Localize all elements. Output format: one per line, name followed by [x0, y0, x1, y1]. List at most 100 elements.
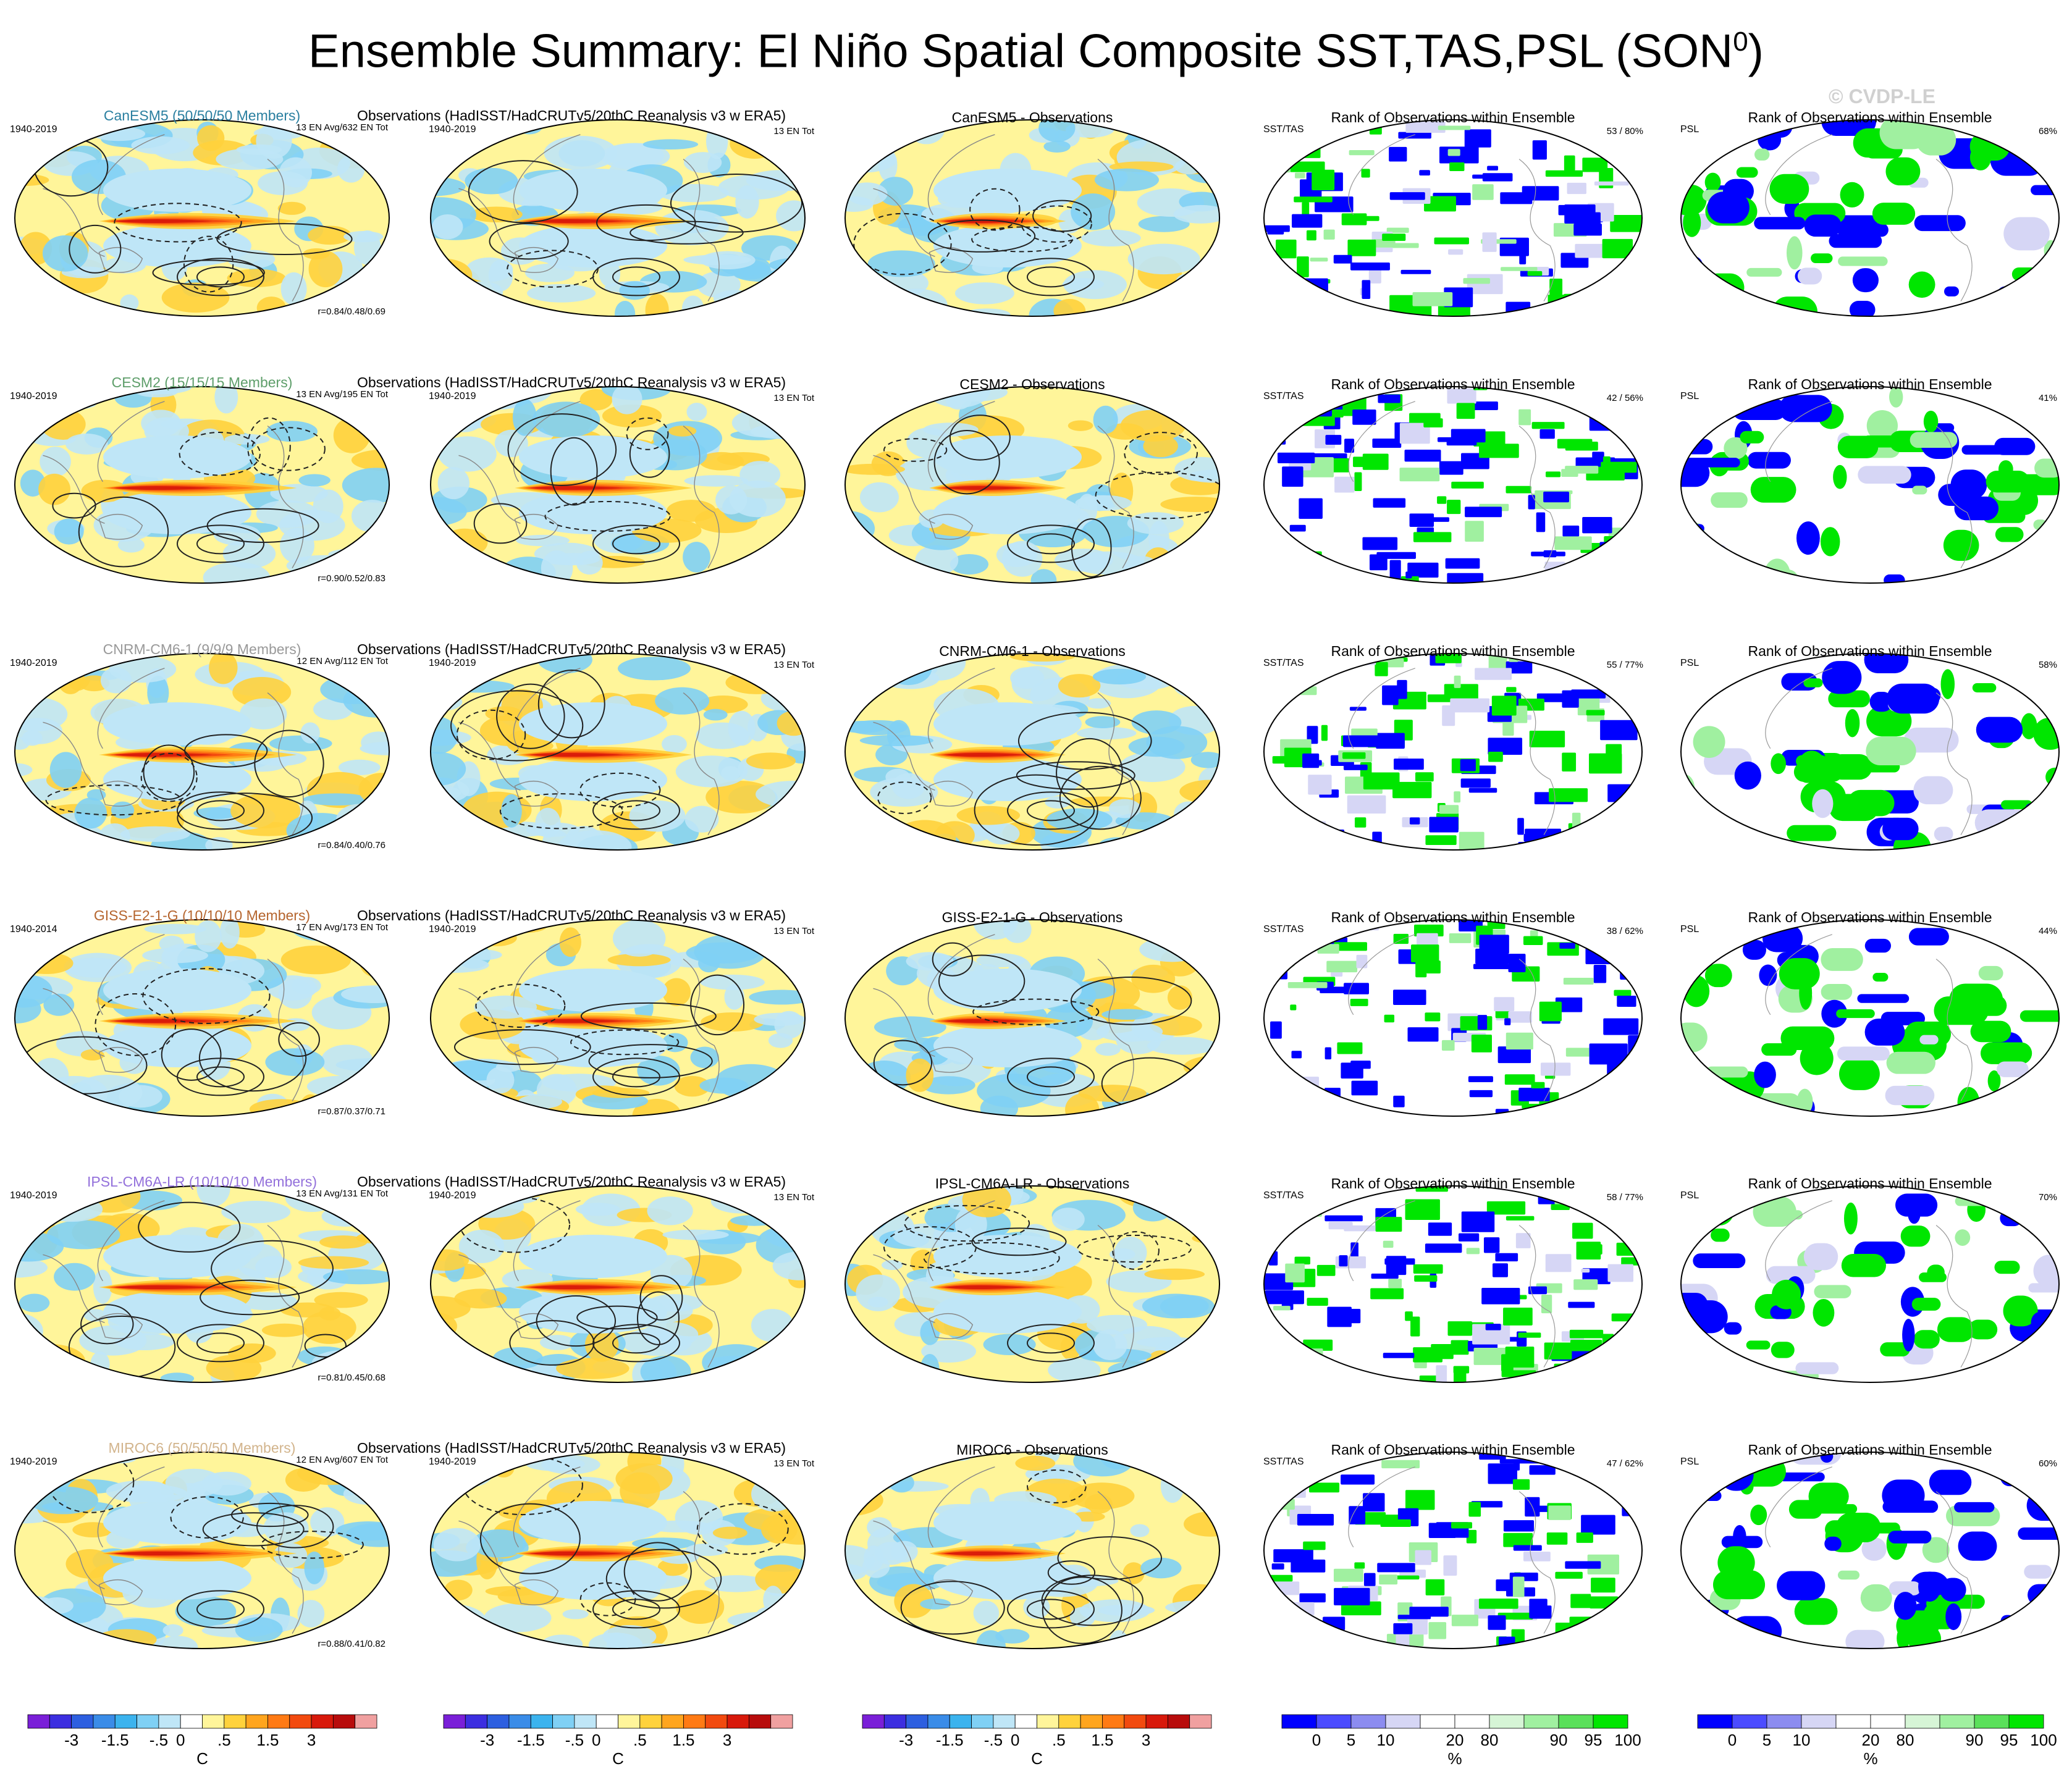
colorbar-swatch: [1766, 1714, 1802, 1729]
rank-psl-label: PSL: [1680, 1190, 1699, 1201]
colorbar-tick-label: 100: [2030, 1731, 2057, 1749]
figure-title: Ensemble Summary: El Niño Spatial Compos…: [308, 25, 1764, 78]
colorbar-swatch: [552, 1714, 575, 1729]
colorbar-unit: C: [612, 1749, 624, 1768]
obs-years: 1940-2019: [429, 1456, 476, 1467]
colorbar-swatch: [596, 1714, 618, 1729]
colorbar-swatch: [1058, 1714, 1081, 1729]
colorbar-swatch: [245, 1714, 268, 1729]
diff-map: [844, 1452, 1220, 1649]
model-label: GISS-E2-1-G (10/10/10 Members): [93, 907, 311, 923]
diff-title: GISS-E2-1-G - Observations: [941, 909, 1123, 925]
map-row-miroc6: [14, 1452, 2060, 1649]
colorbar-swatch: [465, 1714, 488, 1729]
colorbar-tick-label: 90: [1966, 1731, 1984, 1749]
colorbar-swatch: [1014, 1714, 1037, 1729]
model-label: CESM2 (15/15/15 Members): [111, 374, 293, 390]
colorbar-swatch: [224, 1714, 246, 1729]
colorbar-swatch: [1801, 1714, 1837, 1729]
rank-psl-label: PSL: [1680, 124, 1699, 135]
obs-title: Observations (HadISST/HadCRUTv5/20thC Re…: [356, 1440, 786, 1456]
rank-sst-value: 53 / 80%: [1606, 126, 1643, 137]
model-years: 1940-2019: [10, 1456, 57, 1467]
rank-psl-value: 68%: [2038, 126, 2057, 137]
rank-title: Rank of Observations within Ensemble: [1748, 1175, 1992, 1192]
colorbar-swatch: [1835, 1714, 1871, 1729]
colorbar-swatch: [202, 1714, 225, 1729]
colorbar-unit: %: [1863, 1749, 1877, 1768]
colorbar-swatch: [49, 1714, 72, 1729]
colorbar-swatch: [949, 1714, 972, 1729]
colorbar-swatch: [311, 1714, 334, 1729]
pattern-correlation: r=0.88/0.41/0.82: [318, 1639, 385, 1649]
rank-title: Rank of Observations within Ensemble: [1748, 376, 1992, 392]
colorbar-tick-label: 0: [1312, 1731, 1321, 1749]
colorbar-tick-label: -3: [480, 1731, 494, 1749]
colorbar-tick-label: 0: [592, 1731, 600, 1749]
colorbar-swatch: [883, 1714, 907, 1729]
colorbar-swatch: [1454, 1714, 1490, 1729]
colorbar-tick-label: 10: [1377, 1731, 1395, 1749]
colorbar-tick-label: -3: [64, 1731, 78, 1749]
colorbar-swatch: [1593, 1714, 1628, 1729]
obs-stats: 13 EN Tot: [773, 926, 814, 936]
anomaly-colorbar-model: -3 -1.5 -.5 0 .5 1.5 3 C: [27, 1714, 377, 1768]
colorbar-swatch: [1080, 1714, 1103, 1729]
colorbar-swatch: [93, 1714, 116, 1729]
colorbar-swatch: [1489, 1714, 1525, 1729]
colorbar-tick-label: -1.5: [101, 1731, 129, 1749]
diff-title: MIROC6 - Observations: [956, 1442, 1108, 1458]
colorbar-unit: %: [1447, 1749, 1462, 1768]
model-years: 1940-2019: [10, 658, 57, 668]
rank-sst-label: SST/TAS: [1263, 924, 1304, 935]
model-label: CNRM-CM6-1 (9/9/9 Members): [103, 641, 301, 657]
rank-psl-label: PSL: [1680, 1456, 1699, 1467]
colorbar-tick-label: 80: [1897, 1731, 1914, 1749]
pattern-correlation: r=0.84/0.48/0.69: [318, 306, 385, 317]
obs-map: [430, 1452, 806, 1649]
colorbar-tick-label: .5: [217, 1731, 231, 1749]
obs-stats: 13 EN Tot: [773, 393, 814, 403]
colorbar-swatch: [1145, 1714, 1168, 1729]
colorbar-swatch: [1281, 1714, 1317, 1729]
colorbar-tick-label: 95: [1585, 1731, 1602, 1749]
rank-title: Rank of Observations within Ensemble: [1331, 909, 1575, 925]
colorbar-tick-label: -.5: [565, 1731, 584, 1749]
rank-sst-label: SST/TAS: [1263, 124, 1304, 135]
colorbar-tick-label: 0: [1011, 1731, 1019, 1749]
colorbar-swatch: [1037, 1714, 1059, 1729]
colorbar-tick-label: .5: [1052, 1731, 1066, 1749]
obs-years: 1940-2019: [429, 391, 476, 401]
rank-psl-value: 58%: [2038, 660, 2057, 670]
obs-title: Observations (HadISST/HadCRUTv5/20thC Re…: [356, 1174, 786, 1190]
colorbar-tick-label: 20: [1446, 1731, 1464, 1749]
rank-sst-map: [1263, 1452, 1643, 1649]
colorbar-swatch: [971, 1714, 994, 1729]
pattern-correlation: r=0.81/0.45/0.68: [318, 1372, 385, 1383]
colorbar-tick-label: 1.5: [1091, 1731, 1113, 1749]
colorbar-tick-label: .5: [633, 1731, 647, 1749]
colorbar-tick-label: 0: [176, 1731, 185, 1749]
diff-title: CNRM-CM6-1 - Observations: [939, 643, 1126, 659]
colorbar-swatch: [508, 1714, 531, 1729]
rank-colorbar-psl: 0 5 10 20 80 90 95 100%: [1697, 1714, 2057, 1768]
colorbar-tick-label: 0: [1728, 1731, 1737, 1749]
colorbar-swatch: [158, 1714, 181, 1729]
rank-title: Rank of Observations within Ensemble: [1331, 1442, 1575, 1458]
pattern-correlation: r=0.90/0.52/0.83: [318, 573, 385, 584]
colorbar-swatch: [1167, 1714, 1190, 1729]
colorbar-tick-label: 3: [1142, 1731, 1150, 1749]
obs-stats: 13 EN Tot: [773, 1192, 814, 1203]
title-close: ): [1748, 25, 1764, 78]
colorbar-tick-label: 90: [1550, 1731, 1568, 1749]
colorbar-swatch: [726, 1714, 749, 1729]
rank-title: Rank of Observations within Ensemble: [1748, 909, 1992, 925]
obs-years: 1940-2019: [429, 1190, 476, 1201]
rank-title: Rank of Observations within Ensemble: [1748, 1442, 1992, 1458]
rank-sst-label: SST/TAS: [1263, 1456, 1304, 1467]
rank-sst-value: 47 / 62%: [1606, 1458, 1643, 1469]
colorbar-swatch: [1523, 1714, 1559, 1729]
colorbar-tick-label: 3: [723, 1731, 731, 1749]
obs-years: 1940-2019: [429, 924, 476, 935]
